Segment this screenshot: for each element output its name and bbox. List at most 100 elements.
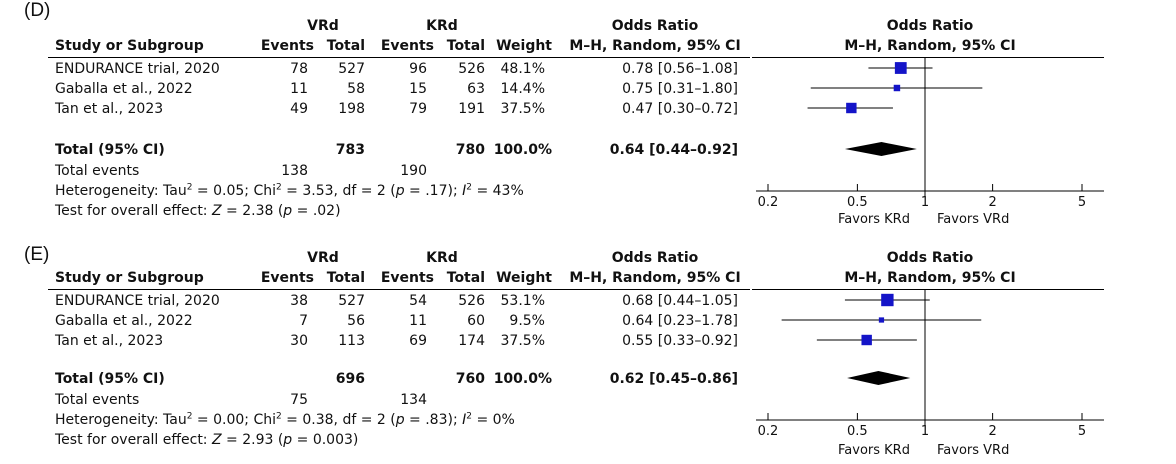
overall-effect-text: Test for overall effect: Z = 2.38 (p = .… <box>55 203 341 219</box>
exp-events: 78 <box>290 61 308 77</box>
exp-total-header: Total <box>326 38 365 54</box>
ctl-events-header: Events <box>380 38 434 54</box>
group-header-experimental: VRd <box>307 18 339 34</box>
weight: 53.1% <box>500 293 545 309</box>
ctl-total: 63 <box>467 81 485 97</box>
study-name: ENDURANCE trial, 2020 <box>55 61 220 77</box>
panel-label: (E) <box>24 244 50 265</box>
x-tick-label: 1 <box>921 424 929 439</box>
weight: 9.5% <box>509 313 545 329</box>
study-marker <box>846 102 857 114</box>
weight: 14.4% <box>500 81 545 97</box>
total-weight: 100.0% <box>493 371 552 387</box>
ctl-total: 60 <box>467 313 485 329</box>
ctl-events: 54 <box>409 293 427 309</box>
ctl-events: 69 <box>409 333 427 349</box>
plot-column-title: Odds Ratio <box>886 250 974 266</box>
exp-events-header: Events <box>260 270 314 286</box>
total-events-label: Total events <box>55 163 140 179</box>
study-name: Tan et al., 2023 <box>55 333 164 349</box>
study-name: Tan et al., 2023 <box>55 101 164 117</box>
effect-ci: 0.55 [0.33–0.92] <box>622 333 738 349</box>
ctl-total-header: Total <box>446 38 485 54</box>
ctl-events: 96 <box>409 61 427 77</box>
group-header-experimental: VRd <box>307 250 339 266</box>
total-events-exp: 75 <box>290 392 308 408</box>
effect-method-header: M–H, Random, 95% CI <box>569 270 741 286</box>
effect-ci: 0.75 [0.31–1.80] <box>622 81 738 97</box>
total-exp: 696 <box>335 371 365 387</box>
study-name: Gaballa et al., 2022 <box>55 81 193 97</box>
x-tick-label: 2 <box>988 195 996 210</box>
x-tick-label: 0.5 <box>847 195 868 210</box>
heterogeneity-text: Heterogeneity: Tau2 = 0.05; Chi2 = 3.53,… <box>55 182 524 199</box>
forest-plot-d: 0.2 0.5 1 2 5 <box>756 58 1104 210</box>
weight: 37.5% <box>500 333 545 349</box>
table-header-rule <box>48 57 750 58</box>
exp-events: 11 <box>290 81 308 97</box>
pooled-diamond <box>844 142 917 156</box>
forest-plot-e: 0.2 0.5 1 2 5 <box>756 290 1104 439</box>
exp-total-header: Total <box>326 270 365 286</box>
plot-method-header: M–H, Random, 95% CI <box>844 270 1016 286</box>
effect-ci: 0.68 [0.44–1.05] <box>622 293 738 309</box>
total-label: Total (95% CI) <box>55 371 165 387</box>
plot-column-title: Odds Ratio <box>886 18 974 34</box>
x-tick-label: 2 <box>988 424 996 439</box>
exp-events: 30 <box>290 333 308 349</box>
total-ctl: 780 <box>455 142 485 158</box>
favors-left-label: Favors KRd <box>838 212 910 227</box>
x-tick-label: 0.2 <box>758 195 779 210</box>
effect-column-title: Odds Ratio <box>611 18 699 34</box>
effect-ci: 0.78 [0.56–1.08] <box>622 61 738 77</box>
ctl-events: 79 <box>409 101 427 117</box>
overall-effect-text: Test for overall effect: Z = 2.93 (p = 0… <box>55 432 359 448</box>
x-tick-label: 5 <box>1078 195 1086 210</box>
ctl-events: 15 <box>409 81 427 97</box>
ctl-events-header: Events <box>380 270 434 286</box>
exp-total: 113 <box>338 333 365 349</box>
ctl-total: 526 <box>458 293 485 309</box>
total-ci: 0.64 [0.44–0.92] <box>609 142 738 158</box>
x-tick-label: 1 <box>921 195 929 210</box>
exp-events: 49 <box>290 101 308 117</box>
effect-column-title: Odds Ratio <box>611 250 699 266</box>
ctl-total: 191 <box>458 101 485 117</box>
forest-panel-d: (D) VRd KRd Odds Ratio Odds Ratio Study … <box>24 0 1104 227</box>
x-tick-label: 5 <box>1078 424 1086 439</box>
exp-total: 56 <box>347 313 365 329</box>
ctl-total-header: Total <box>446 270 485 286</box>
panel-label: (D) <box>24 0 51 21</box>
ctl-events: 11 <box>409 313 427 329</box>
plot-method-header: M–H, Random, 95% CI <box>844 38 1016 54</box>
total-exp: 783 <box>335 142 365 158</box>
exp-total: 527 <box>338 61 365 77</box>
x-tick-label: 0.2 <box>758 424 779 439</box>
exp-total: 527 <box>338 293 365 309</box>
heterogeneity-text: Heterogeneity: Tau2 = 0.00; Chi2 = 0.38,… <box>55 411 515 428</box>
plot-header-rule <box>752 57 1104 58</box>
effect-method-header: M–H, Random, 95% CI <box>569 38 741 54</box>
weight-header: Weight <box>496 38 552 54</box>
study-marker <box>893 84 901 92</box>
exp-events: 38 <box>290 293 308 309</box>
weight: 37.5% <box>500 101 545 117</box>
total-events-ctl: 134 <box>400 392 427 408</box>
exp-events: 7 <box>299 313 308 329</box>
study-marker <box>894 62 907 74</box>
study-column-header: Study or Subgroup <box>55 270 204 286</box>
study-marker <box>861 334 872 346</box>
total-events-label: Total events <box>55 392 140 408</box>
total-events-ctl: 190 <box>400 163 427 179</box>
exp-events-header: Events <box>260 38 314 54</box>
effect-ci: 0.64 [0.23–1.78] <box>622 313 738 329</box>
total-weight: 100.0% <box>493 142 552 158</box>
ctl-total: 174 <box>458 333 485 349</box>
favors-right-label: Favors VRd <box>937 443 1010 458</box>
forest-panel-e: (E) VRd KRd Odds Ratio Odds Ratio Study … <box>0 232 1176 464</box>
favors-left-label: Favors KRd <box>838 443 910 458</box>
exp-total: 198 <box>338 101 365 117</box>
group-header-control: KRd <box>426 250 458 266</box>
plot-header-rule <box>752 289 1104 290</box>
favors-right-label: Favors VRd <box>937 212 1010 227</box>
